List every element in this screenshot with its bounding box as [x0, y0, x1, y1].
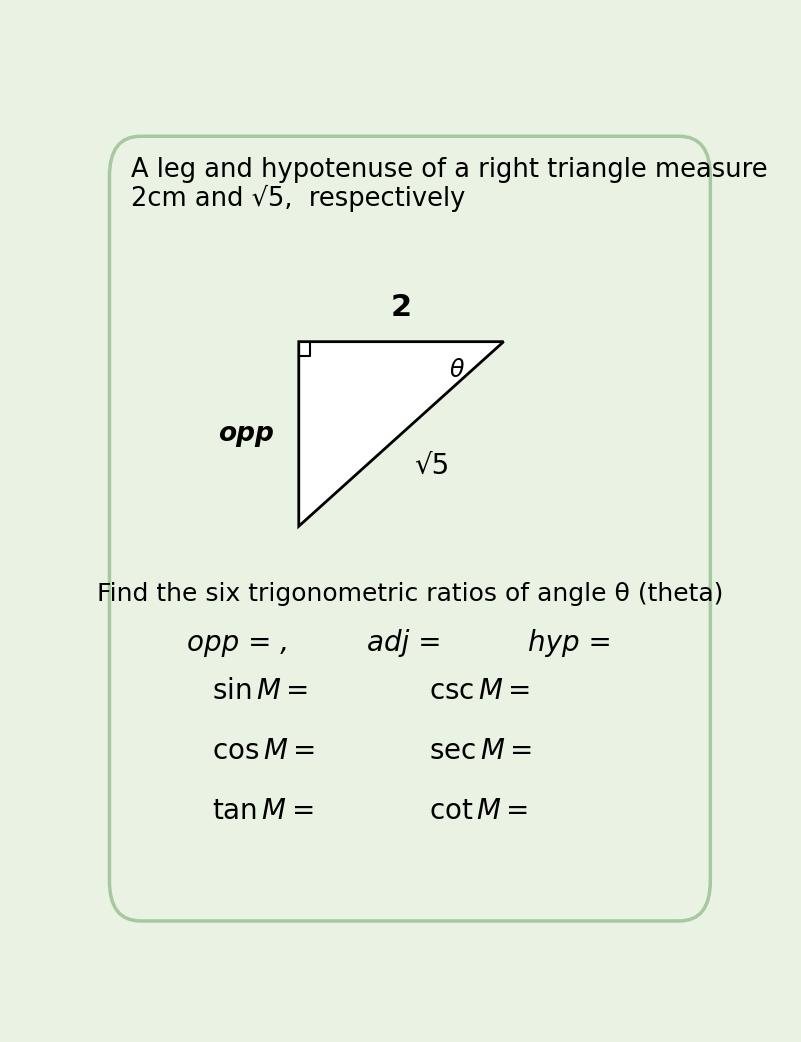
Text: $\sec \mathit{M} =$: $\sec \mathit{M} =$ — [429, 737, 532, 765]
Polygon shape — [299, 342, 504, 526]
Text: opp: opp — [218, 421, 274, 447]
Text: √5: √5 — [415, 452, 450, 480]
Text: $\csc \mathit{M} =$: $\csc \mathit{M} =$ — [429, 676, 530, 704]
Text: $\cos \mathit{M} =$: $\cos \mathit{M} =$ — [211, 737, 315, 765]
Text: adj =: adj = — [367, 628, 441, 656]
Text: θ: θ — [450, 357, 465, 381]
FancyBboxPatch shape — [110, 137, 710, 921]
Text: $\sin \mathit{M} =$: $\sin \mathit{M} =$ — [211, 676, 308, 704]
Text: opp = ,: opp = , — [187, 628, 289, 656]
Text: 2: 2 — [391, 293, 412, 322]
Text: hyp =: hyp = — [529, 628, 612, 656]
Text: 2cm and √5,  respectively: 2cm and √5, respectively — [131, 185, 465, 213]
Text: $\tan \mathit{M} =$: $\tan \mathit{M} =$ — [211, 797, 313, 825]
Text: $\cot \mathit{M} =$: $\cot \mathit{M} =$ — [429, 797, 529, 825]
Text: Find the six trigonometric ratios of angle θ (theta): Find the six trigonometric ratios of ang… — [98, 582, 723, 606]
Text: A leg and hypotenuse of a right triangle measure: A leg and hypotenuse of a right triangle… — [131, 157, 768, 183]
